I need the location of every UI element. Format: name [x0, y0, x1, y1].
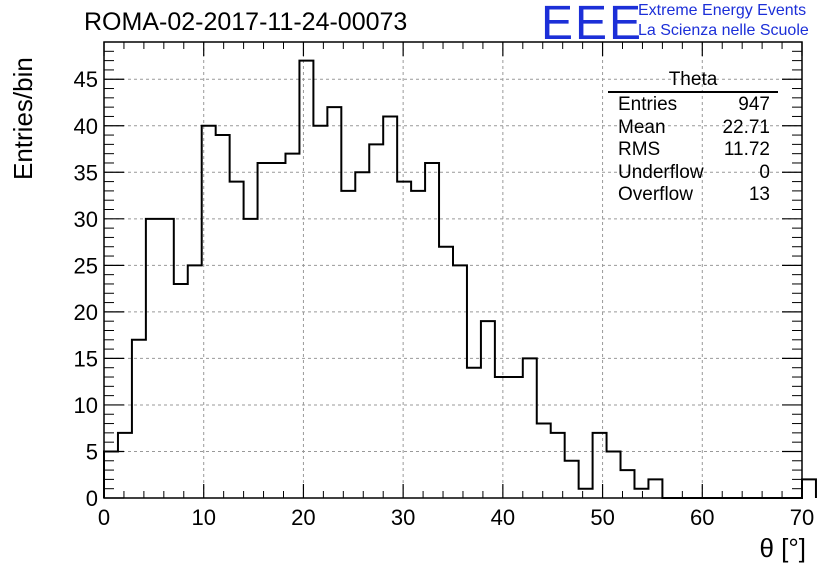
y-tick-label: 30	[74, 207, 98, 232]
x-tick-label: 20	[291, 505, 315, 530]
plot-frame	[103, 41, 803, 499]
stats-label: Mean	[618, 116, 666, 138]
stats-label: Entries	[618, 94, 678, 115]
x-tick-label: 50	[590, 505, 614, 530]
x-tick-label: 0	[98, 505, 110, 530]
stats-label: Underflow	[618, 161, 704, 183]
stats-value: 13	[748, 184, 770, 205]
x-tick-label: 30	[391, 505, 415, 530]
stats-value: 22.71	[722, 116, 770, 138]
stats-label: Overflow	[618, 184, 693, 205]
stats-row-entries: Entries 947	[608, 94, 778, 117]
y-tick-label: 20	[74, 300, 98, 325]
stats-row-underflow: Underflow 0	[608, 162, 778, 185]
stats-value: 11.72	[723, 139, 770, 160]
histogram-series-line	[103, 59, 817, 499]
stats-row-rms: RMS 11.72	[608, 139, 778, 162]
x-axis-label: θ [°]	[759, 533, 806, 563]
x-tick-label: 70	[790, 505, 814, 530]
x-tick-label: 10	[191, 505, 215, 530]
stats-box: Theta Entries 947 Mean 22.71 RMS 11.72 U…	[608, 70, 778, 207]
stats-value: 0	[759, 161, 770, 183]
y-tick-label: 40	[74, 114, 98, 139]
grid-lines	[104, 42, 802, 498]
stats-label: RMS	[618, 139, 661, 160]
stats-value: 947	[738, 94, 770, 115]
tick-labels: 0 10 20 30 40 50 60 70 0 5 10 15 20 25 30 35 40 45	[74, 67, 815, 530]
chart-title: ROMA-02-2017-11-24-00073	[84, 8, 408, 36]
stats-title: Theta	[608, 70, 778, 93]
y-tick-label: 5	[86, 439, 98, 464]
x-tick-label: 60	[690, 505, 714, 530]
x-tick-label: 40	[491, 505, 515, 530]
y-tick-label: 0	[86, 486, 98, 511]
stats-row-mean: Mean 22.71	[608, 117, 778, 140]
y-tick-label: 25	[74, 253, 98, 278]
stats-row-overflow: Overflow 13	[608, 184, 778, 207]
y-tick-label: 45	[74, 67, 98, 92]
y-tick-label: 35	[74, 160, 98, 185]
logo-line-1: Extreme Energy Events	[638, 2, 807, 19]
y-tick-label: 10	[74, 393, 98, 418]
y-tick-label: 15	[74, 346, 98, 371]
logo-line-2: La Scienza nelle Scuole	[638, 22, 809, 39]
